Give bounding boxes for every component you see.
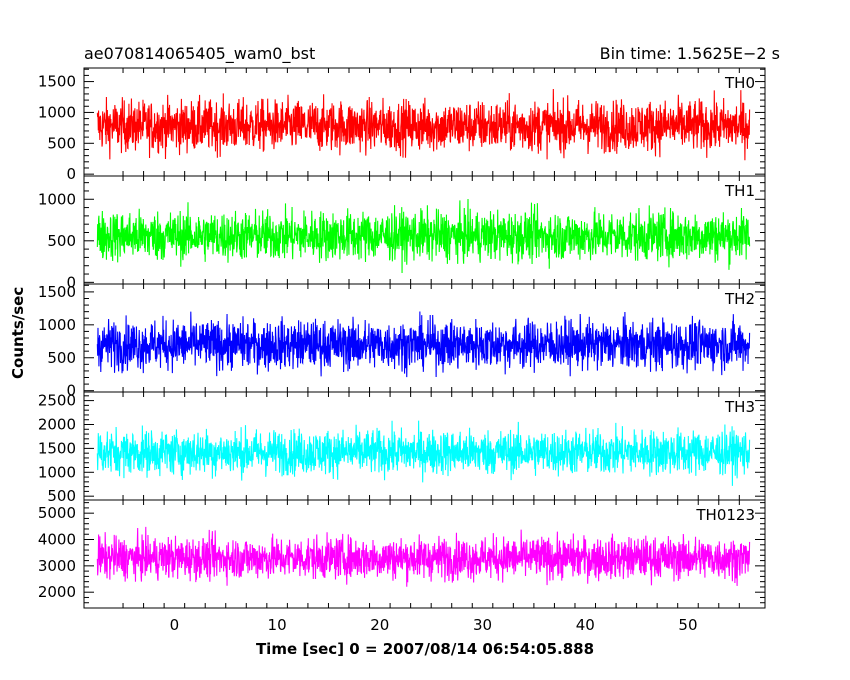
y-tick-label: 4000 bbox=[38, 531, 76, 549]
y-tick-label: 1500 bbox=[38, 439, 76, 457]
y-tick-label: 2500 bbox=[38, 392, 76, 410]
y-tick-label: 2000 bbox=[38, 583, 76, 601]
y-tick-label: 3000 bbox=[38, 557, 76, 575]
x-tick-label: 30 bbox=[473, 616, 492, 634]
y-tick-label: 1000 bbox=[38, 190, 76, 208]
y-tick-label: 500 bbox=[47, 487, 76, 505]
panel-frame-th0123 bbox=[83, 499, 766, 609]
series-label-th0123: TH0123 bbox=[695, 506, 755, 524]
y-tick-label: 500 bbox=[47, 349, 76, 367]
x-tick-label: 0 bbox=[170, 616, 180, 634]
y-tick-label: 1000 bbox=[38, 463, 76, 481]
series-label-th0: TH0 bbox=[724, 74, 755, 92]
series-line-th3 bbox=[96, 420, 751, 486]
y-tick-label: 500 bbox=[47, 134, 76, 152]
chart-title: ae070814065405_wam0_bst bbox=[84, 44, 316, 63]
x-tick-label: 10 bbox=[268, 616, 287, 634]
series-label-th2: TH2 bbox=[724, 290, 755, 308]
x-tick-label: 40 bbox=[576, 616, 595, 634]
series-line-th1 bbox=[96, 199, 751, 274]
series-label-th1: TH1 bbox=[724, 182, 755, 200]
y-tick-label: 0 bbox=[66, 165, 76, 183]
series-line-th2 bbox=[96, 311, 751, 378]
y-tick-label: 0 bbox=[66, 382, 76, 400]
series-line-th0123 bbox=[96, 526, 751, 587]
x-tick-label: 20 bbox=[370, 616, 389, 634]
series-label-th3: TH3 bbox=[724, 398, 755, 416]
y-tick-label: 1500 bbox=[38, 73, 76, 91]
x-tick-label: 50 bbox=[678, 616, 697, 634]
y-tick-label: 1000 bbox=[38, 103, 76, 121]
y-tick-label: 0 bbox=[66, 273, 76, 291]
series-line-th0 bbox=[96, 89, 751, 161]
y-tick-label: 1500 bbox=[38, 283, 76, 301]
y-axis-label: Counts/sec bbox=[9, 286, 27, 379]
y-tick-label: 5000 bbox=[38, 504, 76, 522]
y-tick-label: 500 bbox=[47, 232, 76, 250]
bin-time-label: Bin time: 1.5625E−2 s bbox=[599, 44, 780, 63]
y-tick-label: 1000 bbox=[38, 316, 76, 334]
x-axis-label: Time [sec] 0 = 2007/08/14 06:54:05.888 bbox=[255, 640, 595, 658]
y-tick-label: 2000 bbox=[38, 415, 76, 433]
